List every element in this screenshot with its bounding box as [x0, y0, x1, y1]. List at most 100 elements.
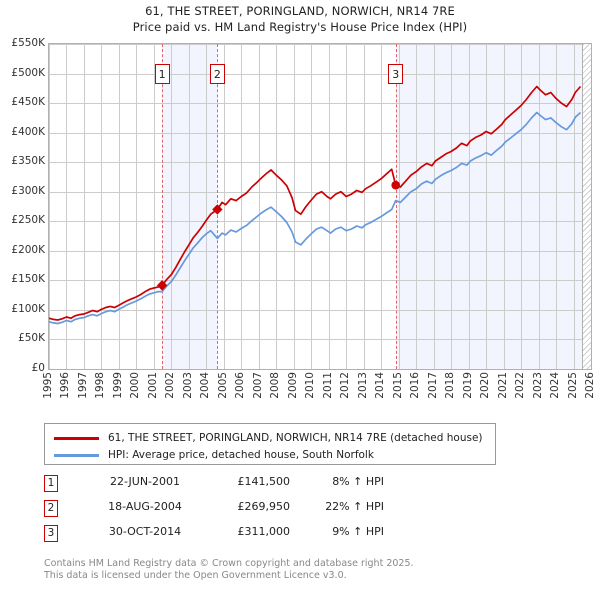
x-tick-2026: 2026	[584, 372, 596, 399]
y-tick-300000: £300K	[11, 184, 45, 197]
gridline-v-1996	[66, 44, 67, 369]
gridline-v-2007	[259, 44, 260, 369]
gridline-h-500000	[49, 74, 591, 75]
y-tick-550000: £550K	[11, 37, 45, 49]
x-tick-2006: 2006	[234, 372, 247, 399]
gridline-v-2015	[399, 44, 400, 369]
x-tick-2023: 2023	[531, 372, 544, 399]
x-tick-1996: 1996	[59, 372, 72, 399]
y-tick-400000: £400K	[11, 125, 45, 138]
x-axis: 1995 1996 1997 1998 1999 2000 2001 2002 2003 2004…	[42, 372, 596, 414]
x-tick-2019: 2019	[461, 372, 474, 399]
transaction-date: 22-JUN-2001	[109, 475, 181, 488]
chart-legend: 61, THE STREET, PORINGLAND, NORWICH, NR1…	[44, 423, 496, 465]
gridline-h-100000	[49, 310, 591, 311]
series-container	[49, 85, 582, 325]
x-tick-2011: 2011	[321, 372, 334, 399]
y-tick-200000: £200K	[11, 243, 45, 256]
y-tick-50000: £50K	[18, 332, 45, 345]
gridline-h-150000	[49, 280, 591, 281]
transaction-date: 18-AUG-2004	[108, 500, 182, 513]
gridline-v-2001	[154, 44, 155, 369]
x-tick-2010: 2010	[304, 372, 317, 399]
gridline-v-1997	[84, 44, 85, 369]
x-tick-2014: 2014	[374, 372, 387, 399]
title-line-2: Price paid vs. HM Land Registry's House …	[132, 20, 468, 34]
chart-marker-box-1[interactable]: 1	[154, 64, 170, 84]
gridline-v-2004	[206, 44, 207, 369]
x-tick-2024: 2024	[549, 372, 562, 399]
gridline-h-250000	[49, 221, 591, 222]
gridline-v-1998	[101, 44, 102, 369]
gridline-v-2025	[574, 44, 575, 369]
x-tick-2015: 2015	[391, 372, 404, 399]
transactions-table: 1 22-JUN-2001 £141,500 8% ↑ HPI 2 18-AUG-2004…	[44, 473, 504, 548]
x-tick-1997: 1997	[76, 372, 89, 399]
y-tick-250000: £250K	[11, 214, 45, 227]
gridline-v-2018	[451, 44, 452, 369]
x-tick-2020: 2020	[479, 372, 492, 399]
series-line-property	[49, 85, 582, 321]
gridline-h-350000	[49, 162, 591, 163]
x-tick-2007: 2007	[251, 372, 264, 399]
x-tick-2008: 2008	[269, 372, 282, 399]
sale-marker-point-1	[156, 280, 168, 291]
x-tick-2013: 2013	[356, 372, 369, 399]
chart-marker-box-3[interactable]: 3	[388, 64, 404, 84]
y-tick-350000: £350K	[11, 155, 45, 168]
footer-line-2: This data is licensed under the Open Gov…	[44, 569, 347, 581]
gridline-v-2017	[434, 44, 435, 369]
gridline-v-2016	[416, 44, 417, 369]
ownership-band-2	[395, 44, 591, 369]
gridline-v-2014	[381, 44, 382, 369]
transaction-price: £269,950	[237, 500, 291, 513]
y-tick-0: £0	[31, 362, 45, 374]
gridline-v-1995	[49, 44, 50, 369]
gridline-v-2010	[311, 44, 312, 369]
footer-line-1: Contains HM Land Registry data © Crown c…	[44, 558, 414, 569]
transaction-price: £311,000	[237, 525, 291, 538]
x-tick-2021: 2021	[496, 372, 509, 399]
x-tick-2016: 2016	[409, 372, 422, 399]
x-tick-2003: 2003	[181, 372, 194, 399]
gridline-v-2023	[539, 44, 540, 369]
table-row[interactable]: 2 18-AUG-2004 £269,950 22% ↑ HPI	[44, 498, 504, 523]
transaction-date: 30-OCT-2014	[108, 525, 182, 538]
x-tick-2002: 2002	[164, 372, 177, 399]
gridline-v-2026	[591, 44, 592, 369]
legend-swatch-1	[54, 437, 99, 440]
gridline-v-2012	[346, 44, 347, 369]
y-axis: £0 £50K £100K £150K £200K £250K £300K £350K £400…	[0, 37, 45, 374]
gridline-v-2000	[136, 44, 137, 369]
gridline-v-2006	[241, 44, 242, 369]
gridline-h-400000	[49, 133, 591, 134]
x-tick-1995: 1995	[42, 372, 54, 399]
y-tick-150000: £150K	[11, 273, 45, 286]
title-line-1: 61, THE STREET, PORINGLAND, NORWICH, NR1…	[145, 4, 455, 18]
y-tick-100000: £100K	[11, 302, 45, 315]
gridline-v-2011	[329, 44, 330, 369]
transaction-index-badge: 2	[44, 500, 58, 517]
incomplete-data-hatch	[582, 44, 591, 369]
x-tick-2005: 2005	[216, 372, 229, 399]
x-tick-2025: 2025	[566, 372, 579, 399]
sale-marker-point-3	[391, 180, 401, 190]
gridline-v-2021	[504, 44, 505, 369]
x-tick-2017: 2017	[426, 372, 439, 399]
gridline-v-2019	[469, 44, 470, 369]
transaction-hpi-delta: 9% ↑ HPI	[332, 525, 384, 538]
gridline-v-2005	[224, 44, 225, 369]
chart-marker-box-2[interactable]: 2	[209, 64, 225, 84]
x-tick-1999: 1999	[111, 372, 124, 399]
gridline-h-200000	[49, 251, 591, 252]
marker-vline-3	[395, 44, 397, 369]
gridline-h-450000	[49, 103, 591, 104]
legend-swatch-2	[54, 454, 99, 457]
table-row[interactable]: 1 22-JUN-2001 £141,500 8% ↑ HPI	[44, 473, 504, 498]
gridline-v-2020	[486, 44, 487, 369]
x-tick-1998: 1998	[94, 372, 107, 399]
price-chart-plot: 1 2 3	[48, 43, 592, 370]
table-row[interactable]: 3 30-OCT-2014 £311,000 9% ↑ HPI	[44, 523, 504, 548]
transaction-price: £141,500	[237, 475, 291, 488]
marker-vline-1	[162, 44, 164, 369]
